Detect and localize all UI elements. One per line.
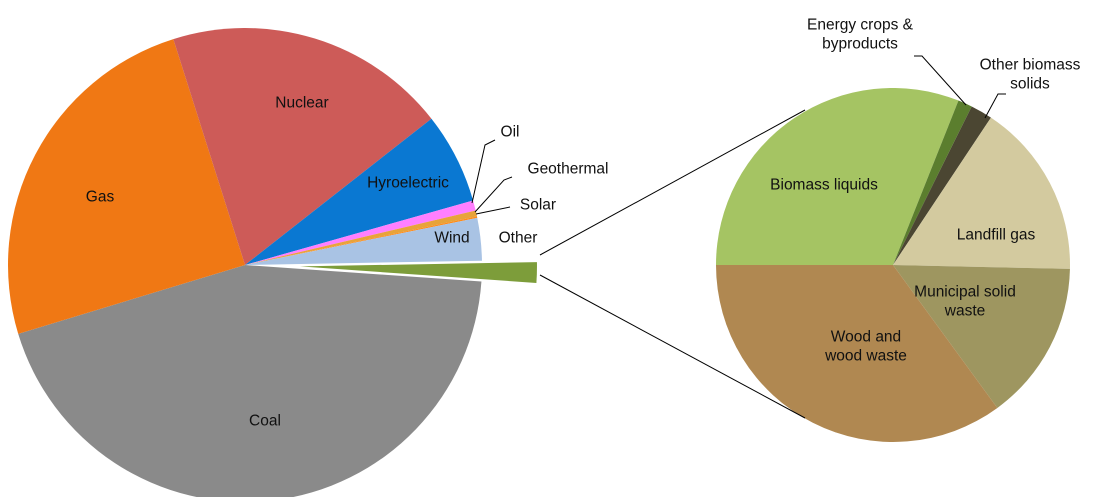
leader-line — [914, 55, 967, 106]
pie-slice — [245, 210, 477, 265]
slice-label: Solar — [519, 196, 557, 214]
slice-label: Landfill gas — [956, 226, 1036, 244]
slice-label: Hyroelectric — [367, 174, 449, 192]
slice-label: Wood and wood waste — [825, 328, 907, 364]
slice-label: Wind — [434, 229, 470, 247]
slice-label: Coal — [249, 412, 281, 430]
pie-slice — [715, 265, 998, 443]
pie-slice — [245, 217, 482, 265]
pie-slice — [893, 100, 972, 265]
leader-line — [475, 206, 511, 215]
slice-label: Municipal solid waste — [914, 283, 1016, 319]
connector-line — [539, 274, 806, 419]
pie-slice — [893, 106, 991, 265]
slice-label: Oil — [500, 123, 520, 141]
pie-slice — [893, 117, 1071, 269]
pie-slice — [18, 265, 482, 497]
slice-label: Gas — [85, 188, 115, 206]
pie-slice — [8, 39, 246, 334]
pie-slice — [716, 88, 959, 265]
pie-slice — [245, 216, 478, 265]
pie-slice — [245, 118, 474, 265]
leader-line — [984, 93, 1006, 119]
pie-slice — [245, 200, 476, 265]
pie-slice — [299, 262, 537, 283]
slice-label: Biomass liquids — [770, 176, 878, 194]
pie-slice — [893, 265, 1070, 408]
leader-line — [474, 176, 513, 213]
connector-line — [539, 109, 806, 256]
slice-label: Energy crops & byproducts — [807, 16, 913, 52]
slice-label: Nuclear — [275, 94, 329, 112]
pie-slice — [173, 27, 432, 266]
slice-label: Other — [498, 229, 538, 247]
slice-label: Other biomass solids — [979, 56, 1081, 92]
leader-line — [471, 139, 496, 204]
slice-label: Geothermal — [527, 160, 609, 178]
